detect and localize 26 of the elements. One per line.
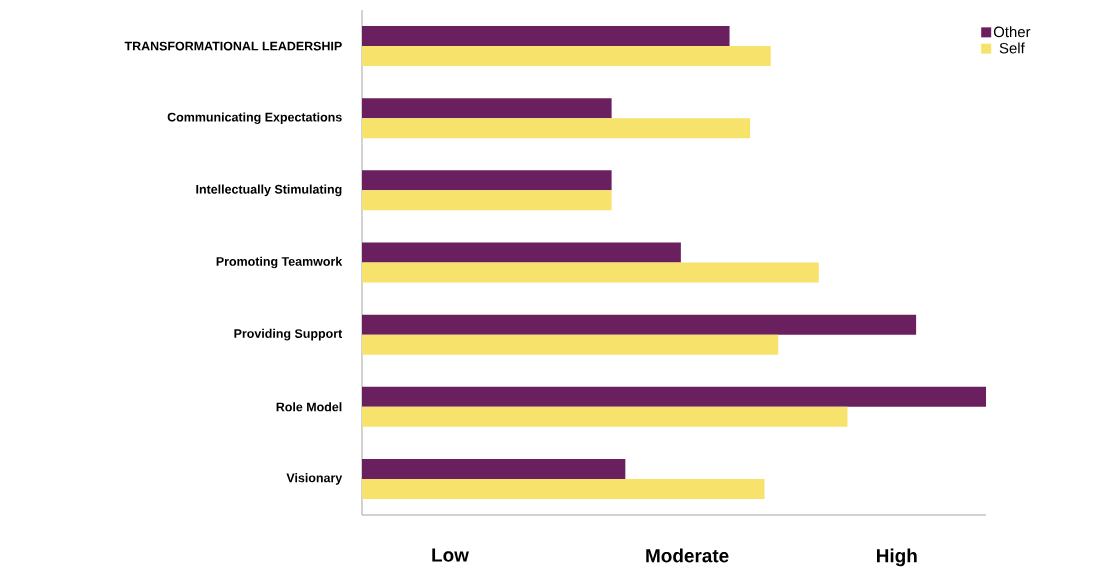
y-tick-label: Intellectually Stimulating xyxy=(196,184,342,197)
text: Moderate xyxy=(646,548,729,563)
bar xyxy=(362,170,612,191)
text: High xyxy=(877,548,917,567)
bar xyxy=(362,190,612,211)
bar xyxy=(362,386,987,407)
bar xyxy=(362,314,917,335)
y-tick-label: Visionary xyxy=(286,473,343,485)
y-tick-label: TRANSFORMATIONAL LEADERSHIP xyxy=(124,41,342,51)
bar xyxy=(362,242,681,263)
bar xyxy=(362,26,730,47)
legend-label: Other xyxy=(993,26,1031,38)
bar xyxy=(362,406,848,427)
bar xyxy=(362,262,819,283)
y-tick-label: Promoting Teamwork xyxy=(216,256,343,269)
y-tick-label: Role Model xyxy=(276,402,342,412)
y-tick-label: Providing Support xyxy=(234,328,343,341)
legend-label: Self xyxy=(999,42,1025,54)
bar xyxy=(362,98,612,119)
bar xyxy=(362,458,626,479)
y-tick-label: Communicating Expectations xyxy=(167,112,342,125)
bar xyxy=(362,118,751,139)
text: Low xyxy=(432,548,469,562)
bar xyxy=(362,478,765,499)
bar xyxy=(362,334,779,355)
bar xyxy=(362,46,771,67)
